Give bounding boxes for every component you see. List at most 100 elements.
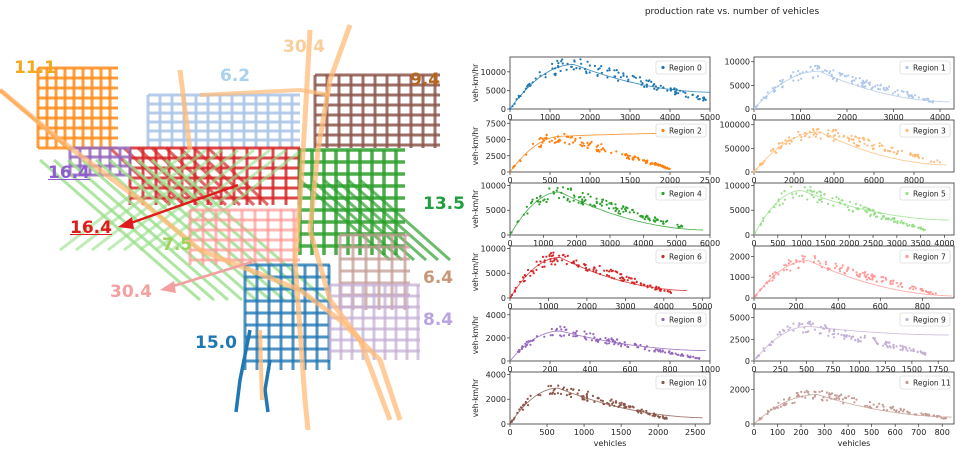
highway-road xyxy=(199,87,331,97)
data-point xyxy=(517,96,520,99)
data-point xyxy=(622,277,625,280)
data-point xyxy=(586,390,590,393)
data-point xyxy=(831,392,834,395)
data-point xyxy=(669,87,672,90)
data-point xyxy=(921,413,925,416)
data-point xyxy=(655,218,658,221)
data-point xyxy=(854,202,858,206)
data-point xyxy=(832,76,835,80)
data-point xyxy=(646,284,649,287)
data-point xyxy=(798,322,801,325)
legend-box xyxy=(655,186,707,201)
data-point xyxy=(800,138,803,142)
data-point xyxy=(769,408,773,411)
data-point xyxy=(818,332,821,335)
data-point xyxy=(589,142,592,145)
data-point xyxy=(808,322,811,325)
data-point xyxy=(850,337,853,340)
scatter-panels: production rate vs. number of vehicles 0… xyxy=(471,7,955,448)
data-point xyxy=(536,200,539,203)
data-point xyxy=(553,388,556,391)
data-point xyxy=(875,405,878,409)
data-point xyxy=(910,349,913,352)
data-point xyxy=(912,288,915,291)
data-point xyxy=(564,255,567,258)
data-point xyxy=(598,264,601,268)
data-point xyxy=(840,199,843,202)
data-point xyxy=(872,144,875,147)
data-point xyxy=(617,71,620,74)
data-point xyxy=(645,83,648,86)
data-point xyxy=(925,413,928,416)
data-point xyxy=(586,399,589,402)
data-point xyxy=(884,217,887,220)
data-point xyxy=(545,133,548,136)
data-point xyxy=(529,343,532,346)
data-point xyxy=(577,389,581,392)
data-point xyxy=(774,271,777,274)
data-point xyxy=(639,282,642,285)
data-point xyxy=(787,262,790,265)
data-point xyxy=(776,333,779,336)
data-point xyxy=(551,260,554,263)
data-point xyxy=(634,76,637,79)
legend-box xyxy=(655,375,707,390)
data-point xyxy=(900,90,903,93)
data-point xyxy=(869,405,872,408)
legend-box xyxy=(899,186,951,201)
data-point xyxy=(920,412,923,415)
x-tick-label: 400 xyxy=(582,365,597,374)
legend-box xyxy=(899,312,951,327)
data-point xyxy=(570,387,573,390)
data-point xyxy=(623,278,626,281)
data-point xyxy=(779,405,782,408)
data-point xyxy=(528,84,531,87)
data-point xyxy=(821,70,824,73)
data-point xyxy=(792,329,795,332)
x-tick-label: 800 xyxy=(662,365,677,374)
data-point xyxy=(645,409,648,412)
data-point xyxy=(575,264,579,267)
data-point xyxy=(514,286,517,289)
data-point xyxy=(779,333,782,336)
data-point xyxy=(758,289,762,292)
data-point xyxy=(644,346,647,349)
data-point xyxy=(600,204,603,207)
data-point xyxy=(649,162,652,165)
data-point xyxy=(864,206,867,209)
data-point xyxy=(859,336,862,339)
data-point xyxy=(754,231,757,234)
data-point xyxy=(847,395,850,398)
data-point xyxy=(840,73,843,76)
data-point xyxy=(842,402,845,405)
panel-region-6: 0 1000 2000 3000 4000 5000 0 5000 10000 Region 6 v… xyxy=(471,244,712,311)
data-point xyxy=(583,199,586,203)
data-point xyxy=(901,349,904,352)
legend-marker xyxy=(905,317,909,322)
data-point xyxy=(620,273,623,276)
legend: Region 3 xyxy=(899,123,951,138)
data-point xyxy=(624,405,627,408)
data-point xyxy=(863,81,866,85)
data-point xyxy=(844,396,847,399)
data-point xyxy=(588,268,591,271)
data-point xyxy=(608,274,611,278)
data-point xyxy=(587,144,590,147)
data-point xyxy=(940,416,943,420)
data-point xyxy=(588,71,591,74)
data-point xyxy=(541,137,544,140)
legend-marker xyxy=(905,380,909,385)
data-point xyxy=(823,69,827,72)
data-point xyxy=(643,159,646,162)
legend: Region 9 xyxy=(899,312,951,327)
x-tick-label: 200 xyxy=(793,428,808,437)
y-tick-label: 2000 xyxy=(730,252,750,261)
data-point xyxy=(826,202,830,205)
data-point xyxy=(591,205,594,208)
data-point xyxy=(580,395,583,398)
data-point xyxy=(781,141,784,144)
data-point xyxy=(557,384,560,387)
data-point xyxy=(583,196,586,199)
data-point xyxy=(834,128,837,132)
data-point xyxy=(840,333,843,336)
